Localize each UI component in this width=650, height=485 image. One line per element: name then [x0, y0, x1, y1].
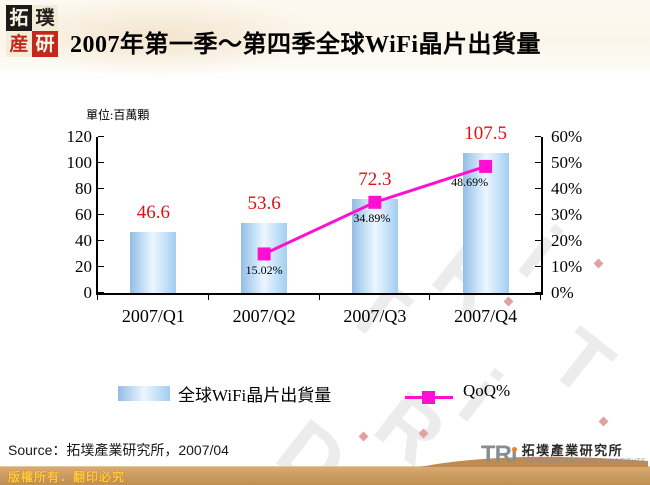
right-axis-tick [535, 188, 541, 189]
legend-bar-swatch [118, 386, 170, 401]
tri-logo-dot-icon [511, 447, 517, 452]
y-axis-tick [98, 240, 104, 241]
y-axis-tick [98, 188, 104, 189]
x-axis-tick [540, 295, 541, 300]
right-axis-tick-label: 10% [551, 257, 583, 276]
right-axis-tick-label: 20% [551, 231, 583, 250]
tri-logo-names: 拓墣產業研究所 TOPOLOGY RESEARCH INSTITUTE [522, 444, 646, 466]
right-axis-tick-label: 0% [551, 283, 574, 302]
legend-bar-label: 全球WiFi晶片出貨量 [178, 386, 332, 405]
axis-unit-label: 單位:百萬顆 [86, 108, 150, 122]
tri-seal-logo: 拓 璞 産 研 [6, 5, 58, 57]
right-axis-tick [535, 266, 541, 267]
x-axis-tick [97, 295, 98, 300]
seal-char: 研 [32, 31, 58, 57]
bar [241, 223, 288, 293]
right-axis-tick [535, 162, 541, 163]
x-axis [96, 293, 543, 295]
y-axis-tick-label: 120 [66, 127, 93, 146]
right-axis-tick [535, 240, 541, 241]
y-axis-tick-label: 0 [83, 283, 93, 302]
y-axis-tick-label: 80 [75, 179, 92, 198]
legend-line-label: QoQ% [463, 381, 511, 400]
tri-logo-chinese-name: 拓墣產業研究所 [521, 443, 624, 458]
right-axis-tick-label: 60% [551, 127, 583, 146]
y-axis-tick-label: 40 [75, 231, 92, 250]
y-axis-tick [98, 292, 104, 293]
qoq-value-label: 15.02% [245, 262, 283, 277]
tri-logo-word: TR ı [480, 441, 518, 468]
seal-char: 拓 [6, 5, 32, 31]
bar [462, 153, 509, 293]
page-title: 2007年第一季～第四季全球WiFi晶片出貨量 [70, 32, 542, 58]
x-axis-label: 2007/Q3 [343, 306, 407, 326]
seal-char: 璞 [32, 5, 58, 31]
copyright-text: 版權所有．翻印必究 [8, 470, 126, 484]
copyright-bar: 版權所有．翻印必究 [0, 466, 650, 485]
source-note: Source：拓墣產業研究所，2007/04 [8, 442, 229, 458]
bar-value-label: 46.6 [136, 202, 170, 224]
y-axis-tick-label: 60 [75, 205, 92, 224]
legend-line-marker [422, 391, 435, 404]
right-axis-tick [535, 136, 541, 137]
bar [130, 232, 177, 293]
x-axis-tick [207, 295, 209, 300]
tri-logo-tr: TR [480, 441, 512, 468]
x-axis-label: 2007/Q4 [454, 306, 518, 326]
y-axis-tick [98, 214, 104, 215]
right-axis-tick-label: 30% [551, 205, 583, 224]
qoq-value-label: 48.69% [451, 175, 489, 190]
y-axis-tick [98, 162, 104, 163]
seal-char: 産 [6, 31, 32, 57]
tri-logo-i: ı [510, 441, 518, 468]
right-axis-tick-label: 50% [551, 153, 583, 172]
bar-value-label: 72.3 [358, 169, 392, 190]
tri-swoosh-decoration [420, 456, 648, 467]
y-axis-tick [98, 136, 104, 137]
qoq-value-label: 34.89% [353, 211, 391, 226]
y-axis-left [96, 137, 98, 295]
right-axis-tick [535, 292, 541, 293]
header: 拓 璞 産 研 2007年第一季～第四季全球WiFi晶片出貨量 [0, 0, 650, 80]
y-axis-tick [98, 266, 104, 267]
y-axis-tick-label: 100 [66, 153, 93, 172]
bar-value-label: 107.5 [464, 123, 507, 145]
tri-logo: TR ı 拓墣產業研究所 TOPOLOGY RESEARCH INSTITUTE [480, 441, 646, 468]
y-axis-tick-label: 20 [75, 257, 92, 276]
x-axis-tick [429, 295, 431, 300]
x-axis-label: 2007/Q2 [232, 306, 296, 326]
right-axis-tick [535, 214, 541, 215]
bar-value-label: 53.6 [247, 193, 281, 215]
right-axis-tick-label: 40% [551, 179, 583, 198]
y-axis-right [541, 137, 543, 295]
x-axis-tick [318, 295, 320, 300]
x-axis-label: 2007/Q1 [121, 306, 185, 326]
tri-logo-english-name: TOPOLOGY RESEARCH INSTITUTE [521, 458, 646, 465]
